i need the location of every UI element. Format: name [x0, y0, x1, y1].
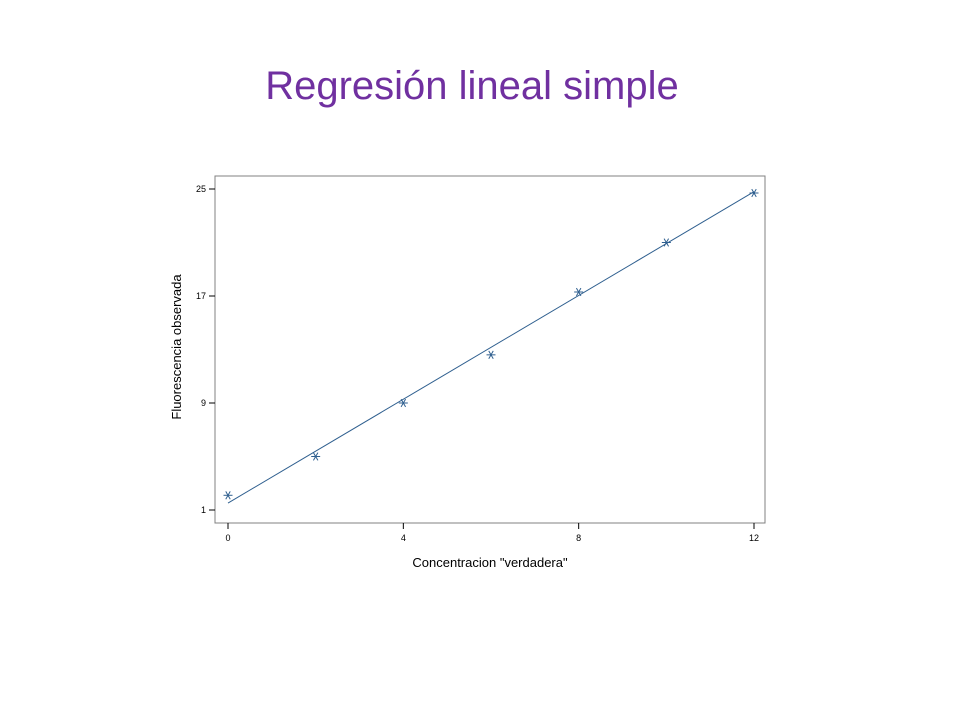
y-tick-label: 17: [196, 291, 206, 301]
y-axis: 1 9 17 25: [196, 184, 215, 515]
y-axis-label: Fluorescencia observada: [169, 274, 184, 420]
data-points: [223, 188, 759, 500]
x-axis: 0 4 8 12: [225, 523, 759, 543]
regression-line-group: [227, 191, 755, 504]
slide-title: Regresión lineal simple: [265, 64, 679, 108]
regression-line: [227, 191, 755, 504]
y-tick-label: 9: [201, 398, 206, 408]
data-point: [311, 452, 321, 461]
x-tick-label: 8: [576, 533, 581, 543]
data-point: [398, 398, 408, 408]
plot-frame: [214, 175, 766, 524]
x-tick-label: 4: [401, 533, 406, 543]
x-tick-label: 0: [225, 533, 230, 543]
data-point: [223, 491, 233, 500]
data-point: [749, 188, 759, 198]
y-tick-label: 25: [196, 184, 206, 194]
data-point: [661, 238, 671, 247]
x-axis-label: Concentracion "verdadera": [412, 555, 568, 570]
x-tick-label: 12: [749, 533, 759, 543]
data-point: [486, 350, 496, 360]
y-tick-label: 1: [201, 505, 206, 515]
data-point: [574, 287, 584, 297]
